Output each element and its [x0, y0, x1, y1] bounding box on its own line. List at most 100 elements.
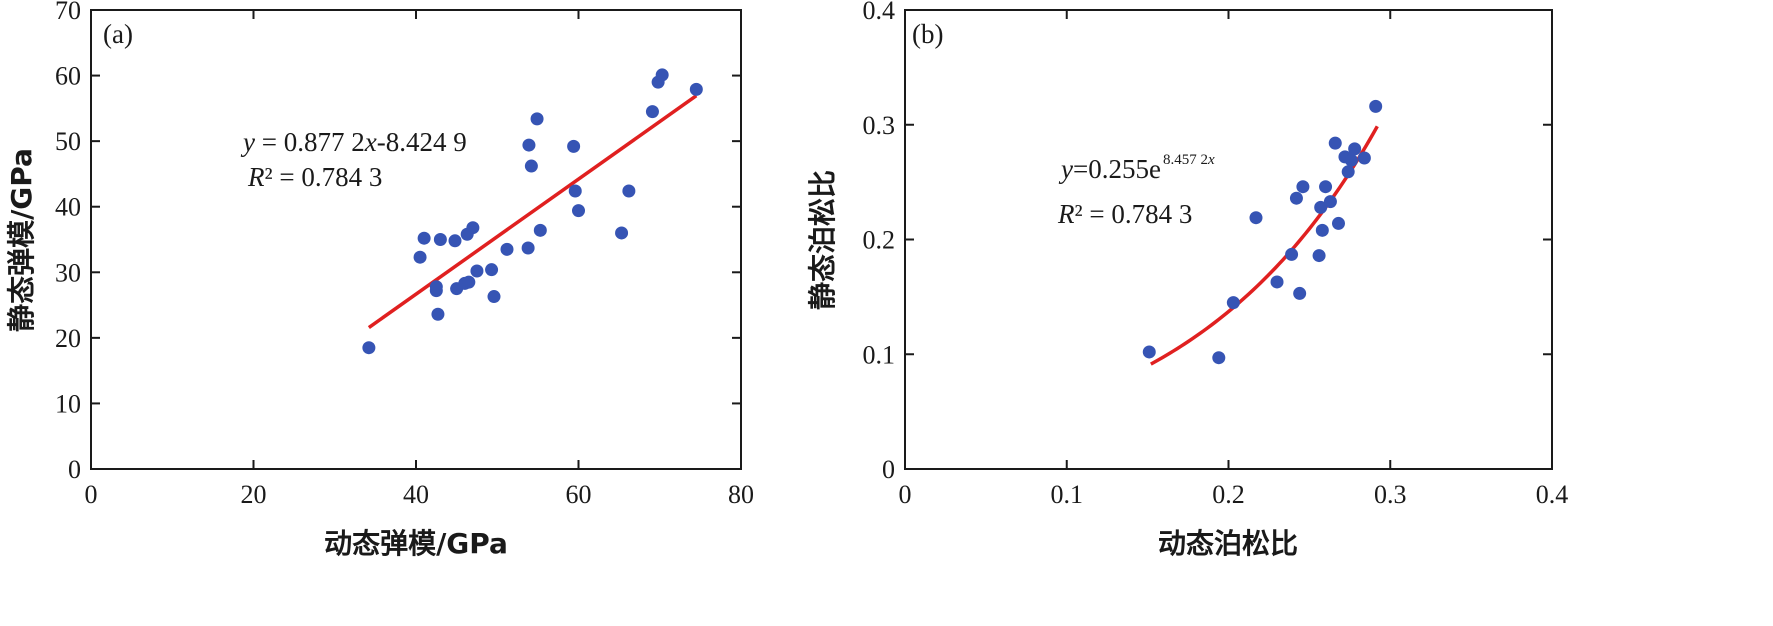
- panel-b-data-point: [1323, 195, 1337, 209]
- panel-b-data-point: [1344, 153, 1358, 167]
- panel-a-r2-symbol: R: [247, 162, 265, 192]
- panel-a-data-point: [500, 242, 514, 256]
- panel-a-data-point: [533, 223, 547, 237]
- panel-a-points: [362, 68, 703, 355]
- panel-a-data-point: [470, 264, 484, 278]
- panel-b-data-point: [1226, 296, 1240, 310]
- panel-a-x-tick-label: 40: [403, 480, 429, 509]
- panel-a-y-axis-title: 静态弹模/GPa: [5, 148, 38, 332]
- panel-b-r-squared: R² = 0.784 3: [1057, 199, 1192, 229]
- panel-a-eq-coef: = 0.877 2: [255, 127, 365, 157]
- panel-b-data-point: [1293, 286, 1307, 300]
- panel-b-fit-line: [1150, 125, 1379, 366]
- panel-a-data-point: [362, 341, 376, 355]
- panel-a-plot-frame: [90, 9, 742, 470]
- panel-b-eq-exponent: 8.457 2: [1163, 152, 1208, 168]
- panel-a-y-tick-label: 60: [55, 62, 81, 91]
- panel-a-label: (a): [103, 19, 133, 49]
- panel-b-r2-value: ² = 0.784 3: [1075, 199, 1193, 229]
- panel-a-y-tick-label: 20: [55, 324, 81, 353]
- panel-b-data-point: [1285, 247, 1299, 261]
- panel-a-x-tick-label: 60: [566, 480, 592, 509]
- panel-b-eq-base: =0.255e: [1073, 154, 1161, 184]
- panel-a-r2-value: ² = 0.784 3: [265, 162, 383, 192]
- panel-b-data-point: [1314, 200, 1328, 214]
- panel-a-fit-layer: [367, 94, 698, 329]
- panel-a-data-point: [568, 184, 582, 198]
- panel-a-fit-equation: y = 0.877 2x-8.424 9: [240, 127, 467, 157]
- panel-a-data-point: [689, 82, 703, 96]
- panel-a-data-point: [433, 233, 447, 246]
- panel-b-data-point: [1142, 345, 1156, 359]
- panel-b-data-point: [1369, 99, 1383, 113]
- panel-b-x-axis-title: 动态泊松比: [1158, 527, 1298, 560]
- panel-b-data-point: [1315, 223, 1329, 237]
- panel-a-y-tick-label: 50: [55, 127, 81, 156]
- panel-b-fit-equation: y=0.255e 8.457 2x: [1058, 152, 1215, 184]
- panel-a-y-tick-label: 10: [55, 389, 81, 418]
- panel-a-y-tick-label: 30: [55, 258, 81, 287]
- panel-a-x-tick-label: 80: [728, 480, 754, 509]
- panel-b-x-tick-label: 0.4: [1536, 480, 1569, 509]
- panel-b-data-point: [1249, 211, 1263, 225]
- panel-b-r2-symbol: R: [1057, 199, 1075, 229]
- panel-a-data-point: [567, 139, 581, 153]
- panel-b-label: (b): [912, 19, 943, 49]
- panel-a-data-point: [622, 184, 636, 198]
- panel-a-data-point: [462, 275, 476, 289]
- panel-b-y-tick-label: 0.3: [863, 111, 896, 140]
- panel-a-data-point: [615, 226, 629, 240]
- panel-b-x-tick-label: 0: [899, 480, 912, 509]
- panel-b-data-point: [1357, 151, 1371, 165]
- panel-b-y-tick-label: 0.4: [863, 0, 896, 25]
- panel-b-x-tick-label: 0.2: [1212, 480, 1245, 509]
- panel-b-y-axis-title: 静态泊松比: [806, 170, 839, 310]
- panel-b-data-point: [1348, 142, 1362, 156]
- panel-b-eq-y: y: [1058, 154, 1073, 184]
- panel-a-r-squared: R² = 0.784 3: [247, 162, 382, 192]
- panel-a-eq-intercept: -8.424 9: [377, 127, 467, 157]
- panel-a-data-point: [448, 234, 462, 248]
- panel-a-data-point: [530, 112, 544, 126]
- panel-b-data-point: [1289, 191, 1303, 205]
- panel-b-data-point: [1312, 249, 1326, 263]
- panel-b-data-point: [1212, 351, 1226, 365]
- panel-b-y-tick-label: 0: [882, 455, 895, 484]
- panel-b-plot-frame: [904, 9, 1553, 470]
- panel-a-y-tick-label: 40: [55, 193, 81, 222]
- panel-a-x-tick-label: 20: [241, 480, 267, 509]
- panel-b-data-point: [1341, 165, 1355, 179]
- panel-b-ticks: 0 0.1 0.2 0.3 0.4 0 0.1 0.2 0.3 0.4: [863, 0, 1569, 509]
- panel-a-eq-x: x: [364, 127, 377, 157]
- panel-a-eq-y: y: [240, 127, 255, 157]
- panel-b-fit-layer: [1150, 125, 1379, 366]
- panel-a-data-point: [572, 204, 585, 218]
- panel-b: 0 0.1 0.2 0.3 0.4 0 0.1 0.2 0.3 0.4 (b) y=0.255e 8…: [806, 0, 1568, 560]
- panel-b-data-point: [1328, 136, 1342, 150]
- panel-b-eq-exponent-var: x: [1207, 152, 1215, 168]
- panel-b-x-tick-label: 0.3: [1374, 480, 1407, 509]
- panel-b-points: [1142, 99, 1383, 365]
- panel-a-data-point: [645, 105, 659, 119]
- panel-a-data-point: [431, 307, 445, 321]
- panel-b-y-tick-label: 0.1: [863, 340, 896, 369]
- panel-b-y-tick-label: 0.2: [863, 226, 896, 255]
- panel-b-x-tick-label: 0.1: [1051, 480, 1084, 509]
- panel-a-data-point: [487, 290, 501, 304]
- panel-b-data-point: [1331, 216, 1345, 230]
- panel-b-data-point: [1270, 275, 1284, 289]
- panel-a-data-point: [417, 231, 431, 245]
- panel-a-data-point: [413, 250, 427, 264]
- panel-a-y-tick-label: 0: [68, 455, 81, 484]
- panel-a: 0 20 40 60 80 0 10 20 30 40 50 60 70 (a) y = 0.877 2…: [5, 0, 754, 560]
- panel-a-ticks: 0 20 40 60 80 0 10 20 30 40 50 60 70: [55, 0, 754, 509]
- panel-a-y-tick-label: 70: [55, 0, 81, 25]
- panel-a-fit-line: [367, 94, 698, 329]
- panel-a-data-point: [655, 68, 669, 82]
- panel-a-x-tick-label: 0: [85, 480, 98, 509]
- panel-a-data-point: [466, 221, 480, 235]
- panel-a-data-point: [522, 138, 536, 152]
- panel-a-data-point: [429, 284, 443, 298]
- panel-a-x-axis-title: 动态弹模/GPa: [324, 527, 508, 560]
